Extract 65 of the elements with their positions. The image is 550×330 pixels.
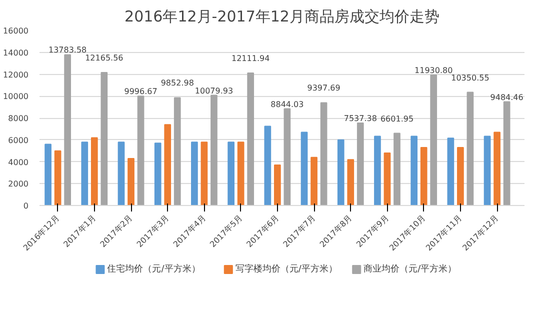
bar [384, 152, 391, 206]
bar [191, 142, 198, 206]
bar [100, 72, 108, 206]
data-label: 9484.46 [490, 92, 524, 102]
bar [347, 159, 354, 206]
bar [447, 138, 454, 206]
bar [200, 142, 208, 206]
data-label: 7537.38 [344, 114, 377, 124]
bar [337, 139, 344, 206]
y-tick-label: 14000 [3, 48, 29, 58]
bar [247, 72, 254, 206]
y-tick-label: 16000 [3, 26, 29, 36]
bar [210, 94, 218, 206]
bar [457, 147, 464, 206]
legend-label: 住宅均价（元/平方米） [107, 264, 200, 274]
bar [228, 142, 234, 206]
bar [466, 92, 474, 206]
data-label: 12111.94 [231, 54, 270, 64]
bar [274, 164, 281, 206]
legend-label: 写字楼均价（元/平方米） [235, 264, 338, 274]
bar [137, 96, 144, 206]
data-label: 12165.56 [85, 53, 124, 62]
bar [54, 150, 62, 206]
bar [300, 132, 308, 206]
data-label: 8844.03 [270, 100, 304, 109]
bar [81, 142, 88, 206]
y-tick-label: 6000 [8, 136, 28, 145]
data-label: 11930.80 [414, 66, 453, 76]
bar [237, 142, 244, 206]
data-label: 10079.93 [194, 86, 234, 96]
bar [394, 132, 400, 206]
data-label: 10350.55 [451, 73, 490, 82]
bar [174, 97, 181, 206]
bar [420, 147, 428, 206]
data-label: 13783.58 [48, 46, 87, 55]
bar [64, 54, 71, 206]
y-tick-label: 0 [23, 202, 29, 210]
y-tick-label: 4000 [8, 158, 28, 167]
chart-title: 2016年12月-2017年12月商品房成交均价走势 [124, 8, 440, 26]
bar [320, 102, 328, 206]
bar [264, 126, 272, 206]
y-tick-label: 8000 [8, 114, 28, 123]
data-label: 9852.98 [160, 78, 194, 88]
bar [154, 142, 162, 206]
bar [374, 136, 381, 206]
bar [356, 122, 364, 206]
bar [128, 158, 134, 206]
bar [44, 144, 52, 206]
bar [118, 142, 125, 206]
data-label: 9397.69 [307, 84, 340, 93]
y-tick-label: 2000 [8, 180, 28, 189]
bar [503, 101, 510, 206]
bar [90, 137, 98, 206]
y-tick-label: 12000 [3, 70, 29, 80]
bar [484, 136, 491, 206]
bar [164, 124, 172, 206]
bar [410, 136, 418, 206]
data-label: 6601.95 [380, 114, 414, 124]
bar [310, 156, 318, 206]
bar [430, 74, 438, 206]
legend-label: 商业均价（元/平方米） [364, 264, 457, 274]
bar [494, 132, 500, 206]
y-tick-label: 10000 [3, 92, 29, 102]
data-label: 9996.67 [124, 87, 158, 96]
bar [284, 108, 291, 206]
